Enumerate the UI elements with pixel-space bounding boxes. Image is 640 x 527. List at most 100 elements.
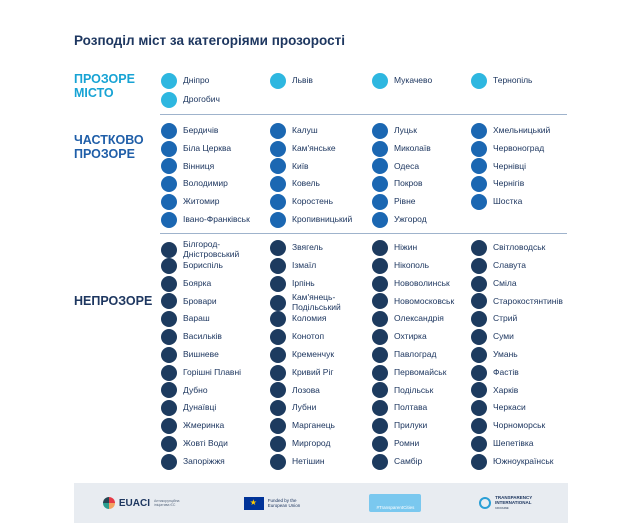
city-name: Олександрія [394, 313, 444, 324]
category-dot-icon [372, 311, 388, 328]
city-item: Білгород- Дністровський [161, 239, 239, 259]
category-dot-icon [270, 400, 286, 417]
city-item: Звягель [270, 240, 323, 256]
city-name: Нововолинськ [394, 277, 450, 288]
eu-logo: Funded by the European Union [243, 496, 312, 510]
city-name: Бориспіль [183, 260, 223, 271]
city-name: Нікополь [394, 260, 430, 271]
category-dot-icon [372, 293, 388, 310]
category-dot-icon [372, 140, 388, 157]
city-item: Коростень [270, 193, 333, 210]
city-item: Кропивницький [270, 211, 353, 228]
label-line: ЧАСТКОВО [74, 133, 144, 147]
city-name: Фастів [493, 366, 519, 377]
city-name: Васильків [183, 331, 222, 342]
city-item: Хмельницький [471, 123, 550, 139]
city-name: Коломия [292, 313, 327, 324]
city-name: Кривий Ріг [292, 366, 334, 377]
city-name: Лозова [292, 384, 320, 395]
skyline-icon: #TransparentCities [369, 494, 422, 512]
category-dot-icon [161, 257, 177, 274]
city-item: Кривий Ріг [270, 364, 334, 381]
city-item: Новомосковськ [372, 293, 454, 310]
city-name: Горішні Плавні [183, 366, 242, 377]
city-name: Запоріжжя [183, 455, 225, 466]
city-name: Марганець [292, 420, 335, 431]
city-item: Одеса [372, 158, 419, 175]
city-name: Хмельницький [493, 125, 551, 136]
ti-name: TRANSPARENCY INTERNATIONAL [495, 495, 533, 505]
city-item: Бориспіль [161, 257, 223, 274]
category-dot-icon [471, 453, 487, 470]
city-item: Львів [270, 73, 313, 89]
category-dot-icon [161, 400, 177, 417]
city-item: Житомир [161, 193, 219, 210]
city-name: Ізмаїл [292, 260, 317, 271]
city-item: Нетішин [270, 453, 325, 470]
category-dot-icon [372, 400, 388, 417]
category-dot-icon [471, 176, 487, 193]
city-item: Дніпро [161, 73, 209, 89]
city-name: Кропивницький [292, 213, 353, 224]
city-name: Суми [493, 331, 514, 342]
city-item: Шостка [471, 193, 522, 210]
city-item: Сміла [471, 275, 517, 292]
category-dot-icon [471, 275, 487, 292]
city-item: Шепетівка [471, 435, 534, 452]
city-name: Павлоград [394, 349, 437, 360]
category-dot-icon [161, 193, 177, 210]
city-item: Вараш [161, 311, 210, 328]
city-name: Львів [292, 75, 313, 86]
city-item: Кременчук [270, 346, 334, 363]
euaci-sub: Антикорупційна ініціатива ЄС [153, 499, 180, 507]
category-dot-icon [471, 311, 487, 328]
city-item: Ковель [270, 176, 320, 193]
city-item: Полтава [372, 400, 427, 417]
category-dot-icon [372, 73, 388, 89]
city-name: Старокостянтинів [493, 295, 563, 306]
category-dot-icon [161, 382, 177, 399]
category-dot-icon [372, 418, 388, 434]
city-name: Южноукраїнськ [493, 455, 554, 466]
category-dot-icon [471, 257, 487, 274]
label-line: НЕПРОЗОРЕ [74, 294, 153, 308]
category-dot-icon [471, 418, 487, 434]
city-name: Ковель [292, 178, 320, 189]
city-item: Кам'янське [270, 140, 336, 157]
city-item: Лозова [270, 382, 320, 399]
category-dot-icon [270, 453, 286, 470]
city-item: Фастів [471, 364, 519, 381]
category-dot-icon [270, 176, 286, 193]
category-dot-icon [161, 453, 177, 470]
city-item: Івано-Франківськ [161, 211, 250, 228]
category-dot-icon [471, 364, 487, 381]
category-dot-icon [270, 311, 286, 328]
city-item: Старокостянтинів [471, 293, 563, 310]
tc-text: #TransparentCities [376, 505, 415, 510]
city-item: Коломия [270, 311, 327, 328]
city-item: Дунаївці [161, 400, 216, 417]
label-line: МІСТО [74, 86, 114, 100]
city-name: Кам'янське [292, 142, 336, 153]
city-item: Кам'янець- Подільський [270, 293, 341, 312]
category-dot-icon [372, 453, 388, 470]
category-dot-icon [270, 193, 286, 210]
category-dot-icon [161, 293, 177, 310]
category-dot-icon [161, 275, 177, 292]
city-item: Червоноград [471, 140, 544, 157]
divider [160, 114, 567, 115]
city-item: Жмеринка [161, 418, 224, 434]
city-name: Лубни [292, 402, 317, 413]
category-dot-icon [270, 435, 286, 452]
category-dot-icon [471, 382, 487, 399]
city-item: Запоріжжя [161, 453, 225, 470]
city-item: Чернівці [471, 158, 526, 175]
city-name: Вишневе [183, 349, 219, 360]
city-name: Чернівці [493, 160, 526, 171]
category-dot-icon [471, 73, 487, 89]
category-dot-icon [471, 400, 487, 417]
city-item: Миколаїв [372, 140, 431, 157]
city-item: Первомайськ [372, 364, 446, 381]
footer-logos: EUACI Антикорупційна ініціатива ЄС Funde… [74, 483, 568, 523]
city-item: Ірпінь [270, 275, 315, 292]
